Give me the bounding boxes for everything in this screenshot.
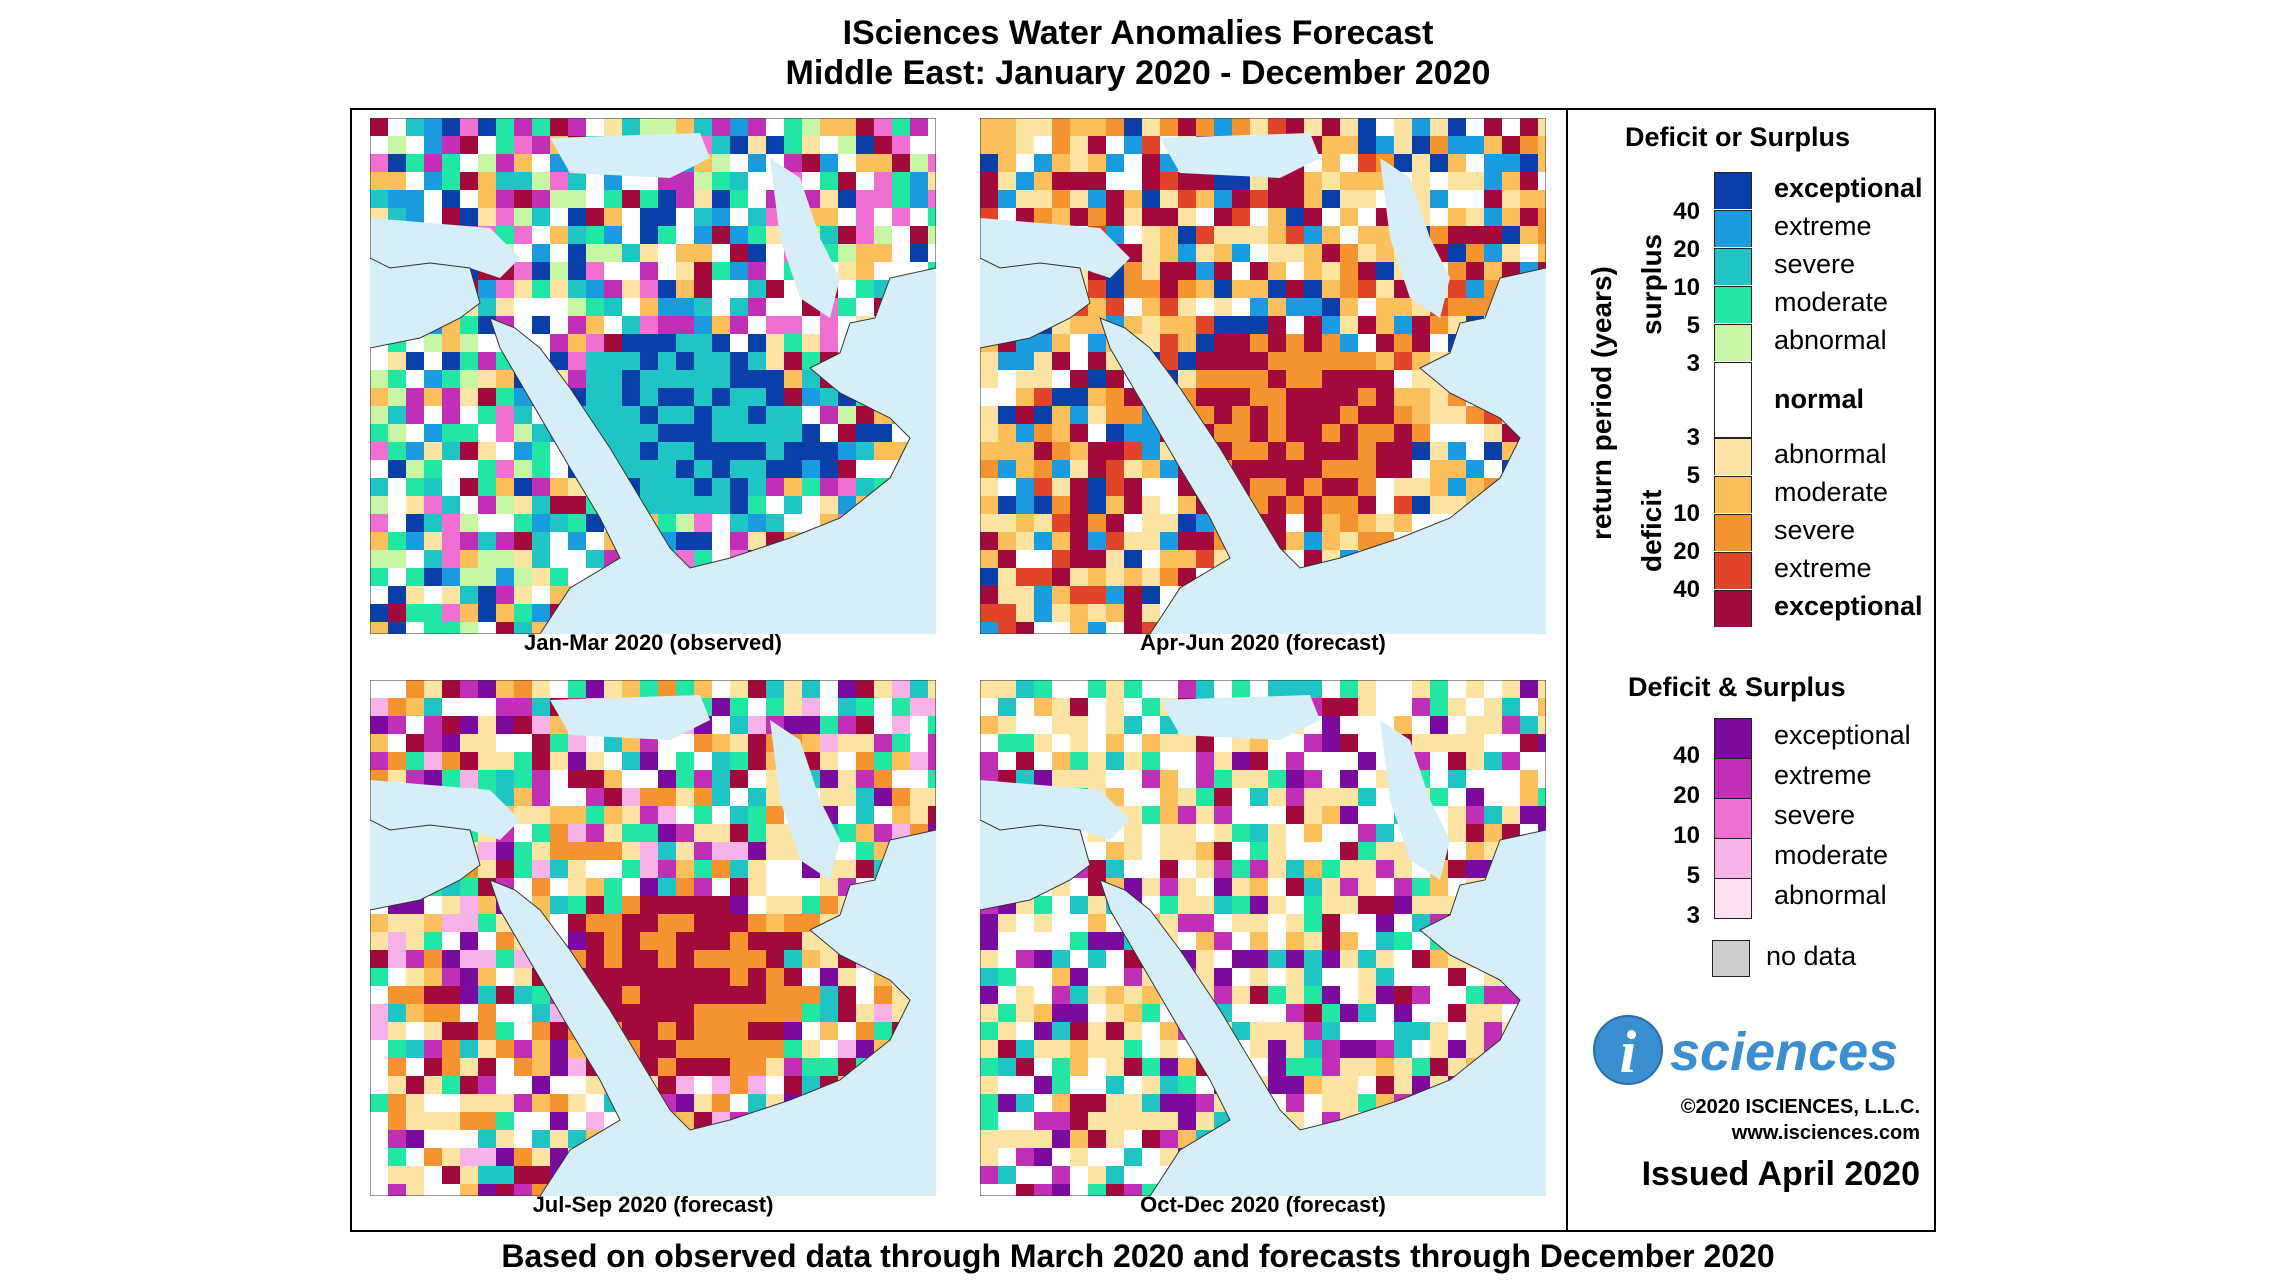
legend-swatch-surplus-abnormal — [1714, 324, 1752, 361]
legend-label-deficit-moderate: moderate — [1774, 477, 1889, 507]
legend-tick-surplus: 20 — [1673, 236, 1700, 263]
sea — [770, 158, 840, 318]
issued-date: Issued April 2020 — [1641, 1155, 1920, 1193]
isciences-logo: i sciences — [1588, 1010, 1928, 1090]
legend-label-deficit-abnormal: abnormal — [1774, 439, 1887, 469]
sea — [370, 780, 520, 840]
legend-swatch-both-exceptional — [1714, 718, 1752, 758]
legend-tick-both: 20 — [1673, 782, 1700, 809]
legend-label-surplus-extreme: extreme — [1774, 211, 1872, 241]
map-panel-apr-jun — [980, 118, 1546, 634]
legend-axis-label: return period (years) — [1586, 266, 1617, 540]
legend-swatch-deficit-abnormal — [1714, 438, 1752, 475]
legend-swatch-both-extreme — [1714, 758, 1752, 798]
coastline — [980, 118, 1546, 634]
panel-caption: Jul-Sep 2020 (forecast) — [532, 1192, 774, 1217]
legend-title-deficit-or-surplus: Deficit or Surplus — [1625, 122, 1851, 152]
legend-label-surplus-moderate: moderate — [1774, 287, 1889, 317]
sea — [370, 218, 520, 278]
sea — [1380, 720, 1450, 880]
logo-wordmark: sciences — [1670, 1022, 1898, 1082]
map-panel-oct-dec — [980, 680, 1546, 1196]
legend-tick-deficit: 40 — [1673, 576, 1700, 603]
sea — [550, 133, 710, 178]
coastline — [370, 680, 936, 1196]
legend-label-deficit-exceptional: exceptional — [1774, 591, 1923, 621]
legend-swatch-deficit-exceptional — [1714, 590, 1752, 627]
legend-swatch-deficit-extreme — [1714, 552, 1752, 589]
legend-label-normal: normal — [1774, 384, 1865, 414]
map-subtitle: Middle East: January 2020 - December 202… — [785, 54, 1491, 92]
legend-swatch-surplus-extreme — [1714, 210, 1752, 247]
map-title: ISciences Water Anomalies Forecast — [842, 14, 1434, 52]
legend-swatch-surplus-moderate — [1714, 286, 1752, 323]
legend-tick-deficit: 5 — [1686, 462, 1700, 489]
legend-swatch-both-bottom-edge — [1714, 918, 1752, 919]
legend-tick-deficit: 3 — [1686, 424, 1700, 451]
footer-note: Based on observed data through March 202… — [501, 1238, 1775, 1274]
figure-frame — [350, 108, 1936, 1232]
legend-label-both-abnormal: abnormal — [1774, 880, 1887, 910]
logo-letter: i — [1620, 1019, 1637, 1085]
map-panel-jul-sep — [370, 680, 936, 1196]
legend-swatch-no-data — [1712, 940, 1750, 977]
map-panel-jan-mar — [370, 118, 936, 634]
panel-caption: Jan-Mar 2020 (observed) — [524, 630, 782, 655]
legend-tick-both: 3 — [1686, 902, 1700, 929]
legend-tick-surplus: 3 — [1686, 350, 1700, 377]
sea — [1160, 695, 1320, 740]
legend-swatch-both-severe — [1714, 798, 1752, 838]
coastline — [980, 680, 1546, 1196]
legend-tick-both: 5 — [1686, 862, 1700, 889]
sea — [980, 218, 1130, 278]
legend-swatch-both-moderate — [1714, 838, 1752, 878]
legend-swatch-deficit-moderate — [1714, 476, 1752, 513]
legend-tick-deficit: 20 — [1673, 538, 1700, 565]
legend-swatch-deficit-severe — [1714, 514, 1752, 551]
copyright: ©2020 ISCIENCES, L.L.C. — [1680, 1096, 1920, 1118]
legend-swatch-both-abnormal — [1714, 878, 1752, 918]
coastline — [370, 118, 936, 634]
legend-swatch-surplus-exceptional — [1714, 172, 1752, 209]
legend-title-deficit-and-surplus: Deficit & Surplus — [1628, 672, 1846, 702]
legend-swatch-normal — [1714, 362, 1752, 438]
legend-tick-deficit: 10 — [1673, 500, 1700, 527]
legend-label-both-severe: severe — [1774, 800, 1856, 830]
legend-label-deficit-extreme: extreme — [1774, 553, 1872, 583]
legend-label-deficit-severe: severe — [1774, 515, 1856, 545]
legend-tick-surplus: 10 — [1673, 274, 1700, 301]
legend-tick-both: 10 — [1673, 822, 1700, 849]
legend-label-both-extreme: extreme — [1774, 760, 1872, 790]
sea — [980, 780, 1130, 840]
legend-tick-surplus: 5 — [1686, 312, 1700, 339]
legend-label-both-exceptional: exceptional — [1774, 720, 1911, 750]
legend-label-surplus-abnormal: abnormal — [1774, 325, 1887, 355]
panel-caption: Apr-Jun 2020 (forecast) — [1140, 630, 1386, 655]
website: www.isciences.com — [1731, 1122, 1920, 1144]
sea — [550, 695, 710, 740]
sea — [770, 720, 840, 880]
legend-label-surplus-severe: severe — [1774, 249, 1856, 279]
legend-swatch-surplus-severe — [1714, 248, 1752, 285]
sea — [1160, 133, 1320, 178]
legend-tick-both: 40 — [1673, 742, 1700, 769]
legend-tick-surplus: 40 — [1673, 198, 1700, 225]
legend-label-surplus-exceptional: exceptional — [1774, 173, 1923, 203]
legend-divider — [1566, 108, 1568, 1232]
sea — [1380, 158, 1450, 318]
legend-label-no-data: no data — [1766, 941, 1857, 971]
panel-caption: Oct-Dec 2020 (forecast) — [1140, 1192, 1386, 1217]
legend-label-both-moderate: moderate — [1774, 840, 1889, 870]
